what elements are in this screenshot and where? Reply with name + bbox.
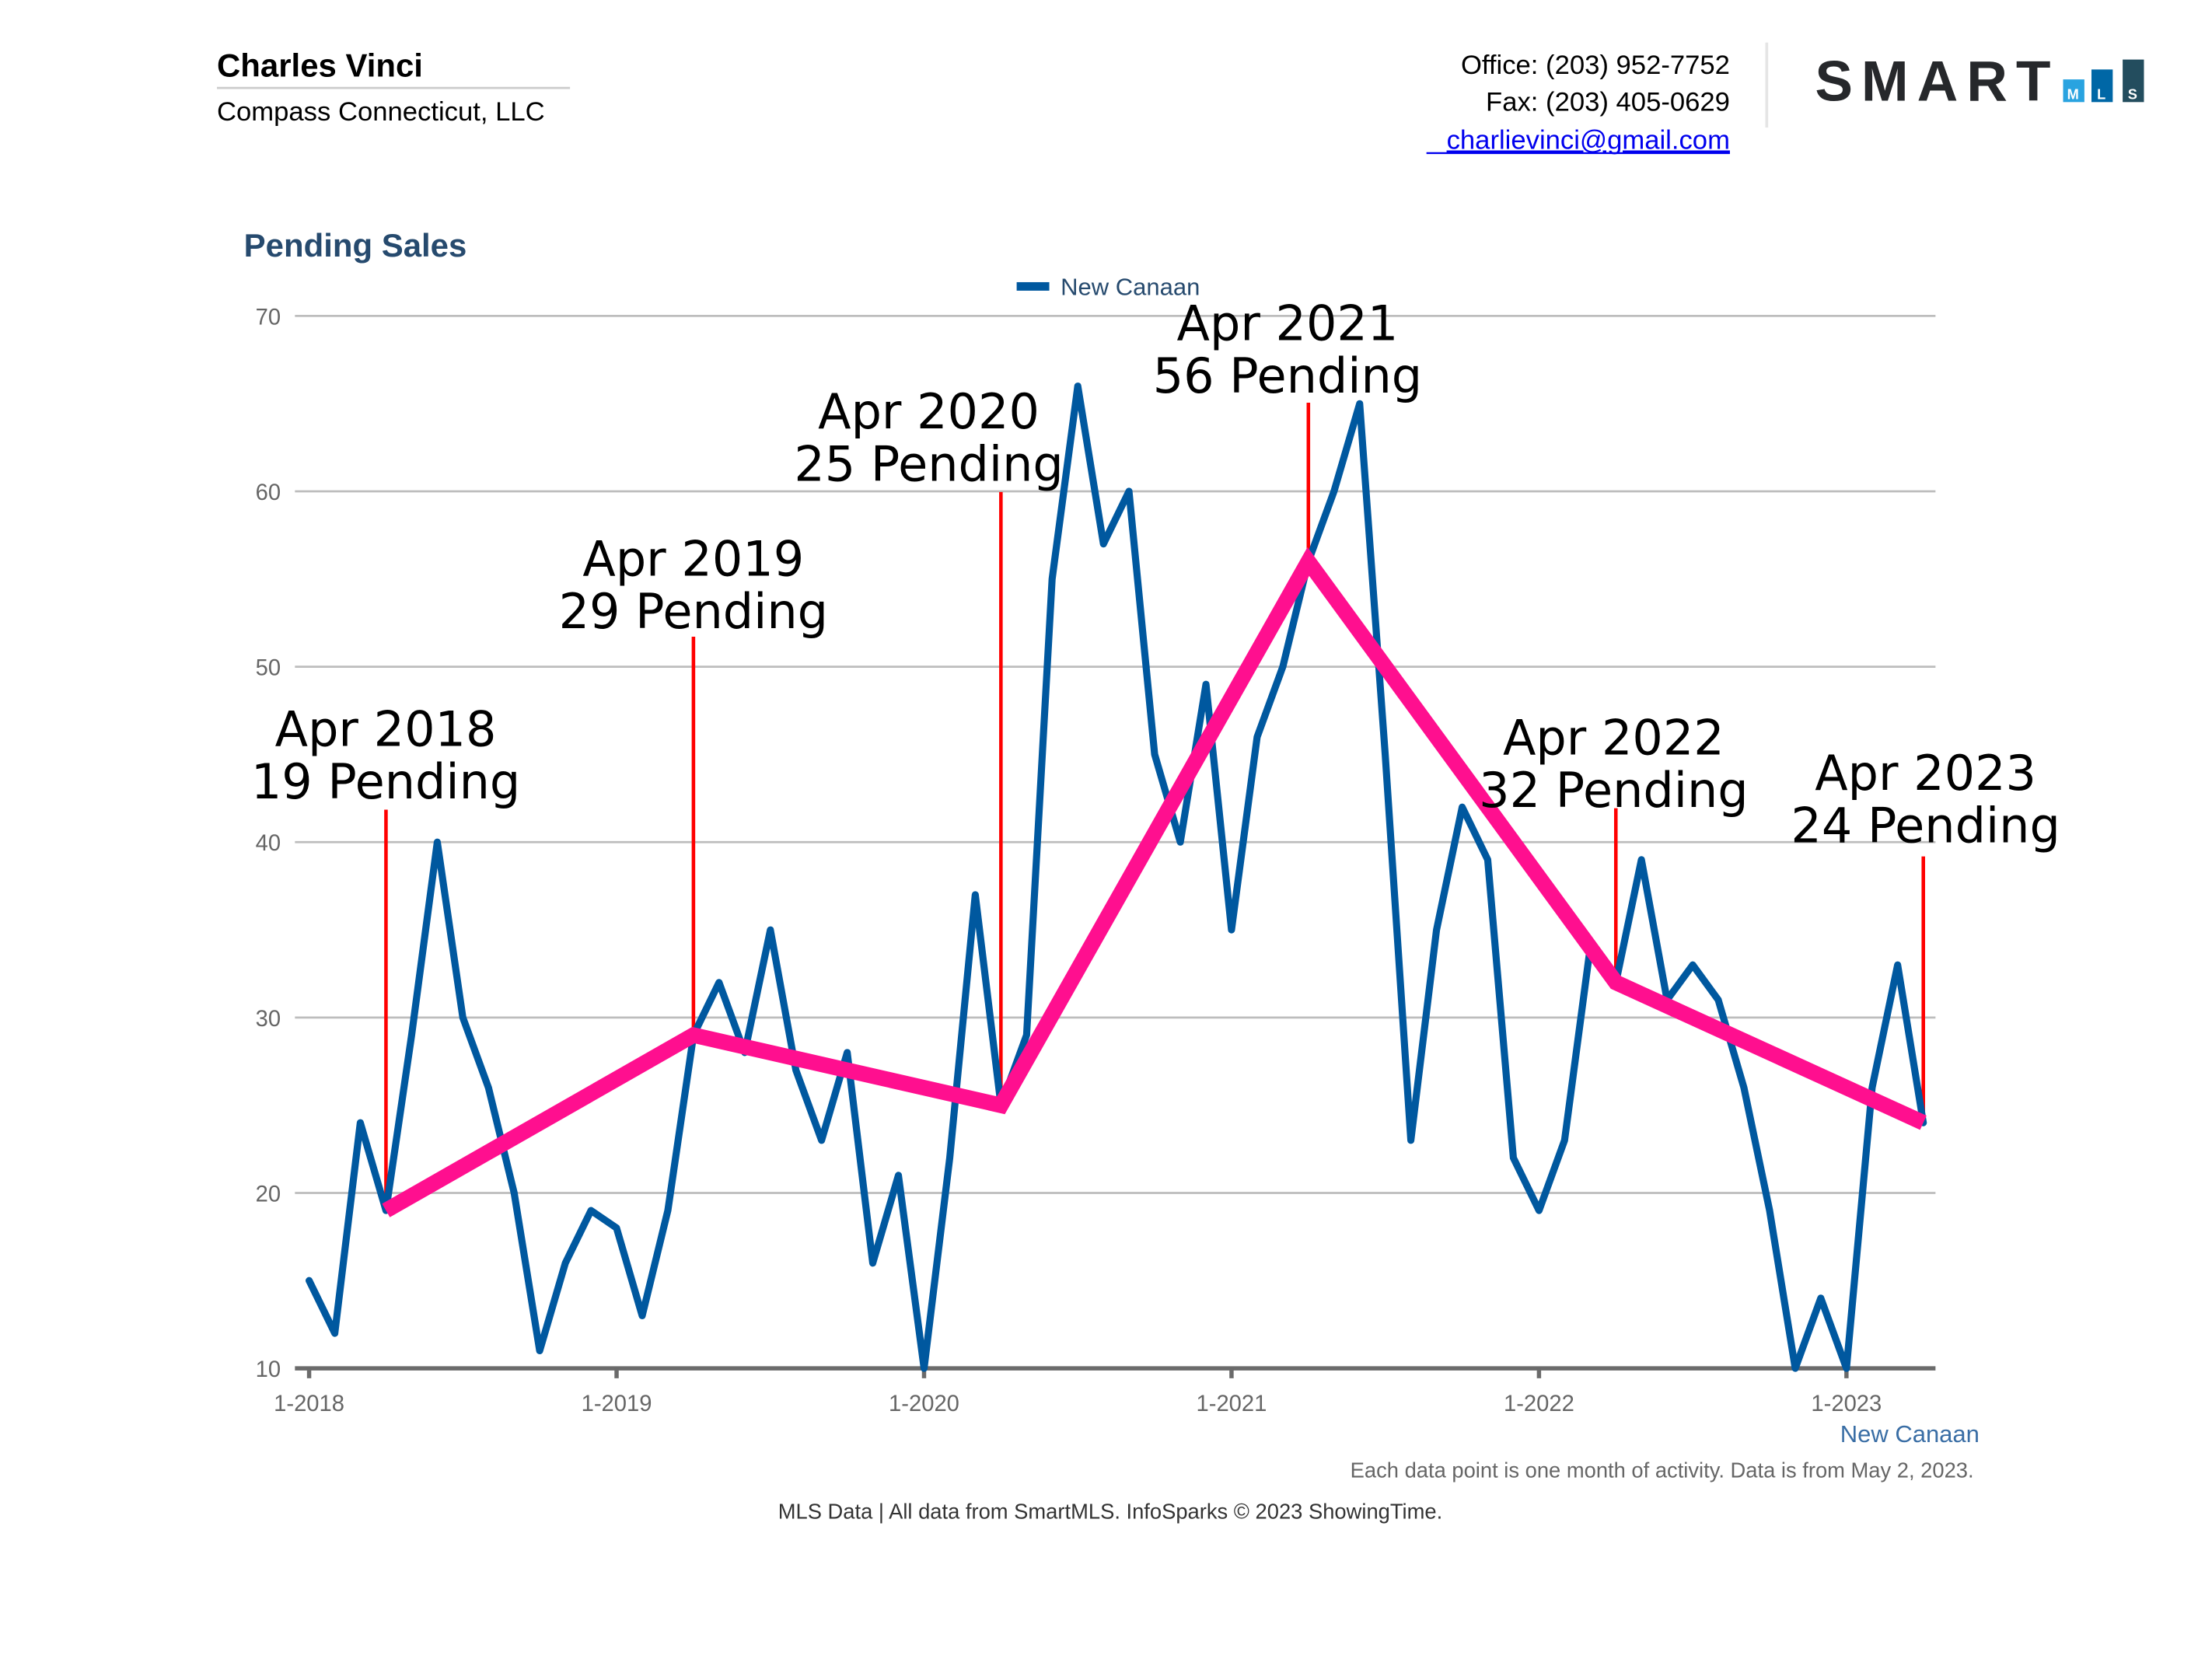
annotation-label-count: 29 Pending <box>559 583 828 640</box>
annotation-label-date: Apr 2022 <box>1503 709 1725 766</box>
x-tick-label: 1-2023 <box>1811 1392 1882 1416</box>
x-axis: 1-2018 1-2019 1-2020 1-2021 1-2022 1-2023 <box>274 1366 1936 1416</box>
grid <box>295 315 1936 1194</box>
logo-block-m <box>2063 79 2084 103</box>
footnote: Each data point is one month of activity… <box>1351 1458 1974 1483</box>
fax-number: Fax: (203) 405-0629 <box>1486 87 1730 117</box>
x-tick-label: 1-2018 <box>274 1392 344 1416</box>
legend: New Canaan <box>1016 273 1200 300</box>
series-line-new-canaan <box>306 382 1927 1372</box>
logo-letter: L <box>2097 86 2105 103</box>
credit-line: MLS Data | All data from SmartMLS. InfoS… <box>778 1499 1442 1523</box>
agent-name: Charles Vinci <box>217 47 423 83</box>
y-axis: 10 20 30 40 50 60 70 <box>256 305 281 1382</box>
annotation-label-count: 56 Pending <box>1153 348 1422 404</box>
annotation-label-date: Apr 2020 <box>818 383 1040 440</box>
x-tick-label: 1-2020 <box>889 1392 959 1416</box>
legend-swatch <box>1016 281 1050 291</box>
agent-info: Charles Vinci Compass Connecticut, LLC <box>217 47 571 127</box>
email-link[interactable]: charlievinci@gmail.com <box>1447 126 1730 155</box>
annotation-label-date: Apr 2021 <box>1177 295 1399 352</box>
annotation-label-count: 24 Pending <box>1791 797 2060 854</box>
annotation-label-date: Apr 2023 <box>1815 745 2036 802</box>
annotation-label-count: 25 Pending <box>794 435 1063 492</box>
legend-label: New Canaan <box>1061 273 1200 300</box>
x-axis-caption: New Canaan <box>1840 1420 1980 1448</box>
chart-title: Pending Sales <box>244 227 467 264</box>
y-tick-label: 50 <box>256 656 281 681</box>
y-tick-label: 70 <box>256 305 281 330</box>
annotation-label-count: 32 Pending <box>1479 762 1748 819</box>
contact-info: Office: (203) 952-7752 Fax: (203) 405-06… <box>1426 42 1769 155</box>
logo-letter: M <box>2067 86 2079 103</box>
logo-block-l <box>2091 69 2113 103</box>
y-tick-label: 30 <box>256 1007 281 1032</box>
x-tick-label: 1-2019 <box>582 1392 652 1416</box>
annotation-label-count: 19 Pending <box>251 753 520 810</box>
logo-text: SMART <box>1815 50 2059 113</box>
trend-line <box>382 547 1927 1217</box>
logo-letter: S <box>2128 86 2137 103</box>
smartmls-logo: SMART M L S <box>1815 50 2144 114</box>
annotation-label-date: Apr 2018 <box>275 700 497 757</box>
x-tick-label: 1-2021 <box>1197 1392 1267 1416</box>
annotation-lines <box>384 402 1925 1211</box>
office-phone: Office: (203) 952-7752 <box>1461 51 1730 80</box>
logo-block-s <box>2123 59 2144 103</box>
y-tick-label: 20 <box>256 1182 281 1207</box>
y-tick-label: 10 <box>256 1357 281 1382</box>
y-tick-label: 40 <box>256 831 281 856</box>
company-name: Compass Connecticut, LLC <box>217 97 545 127</box>
y-tick-label: 60 <box>256 480 281 505</box>
x-tick-label: 1-2022 <box>1504 1392 1574 1416</box>
annotation-label-date: Apr 2019 <box>582 531 804 588</box>
